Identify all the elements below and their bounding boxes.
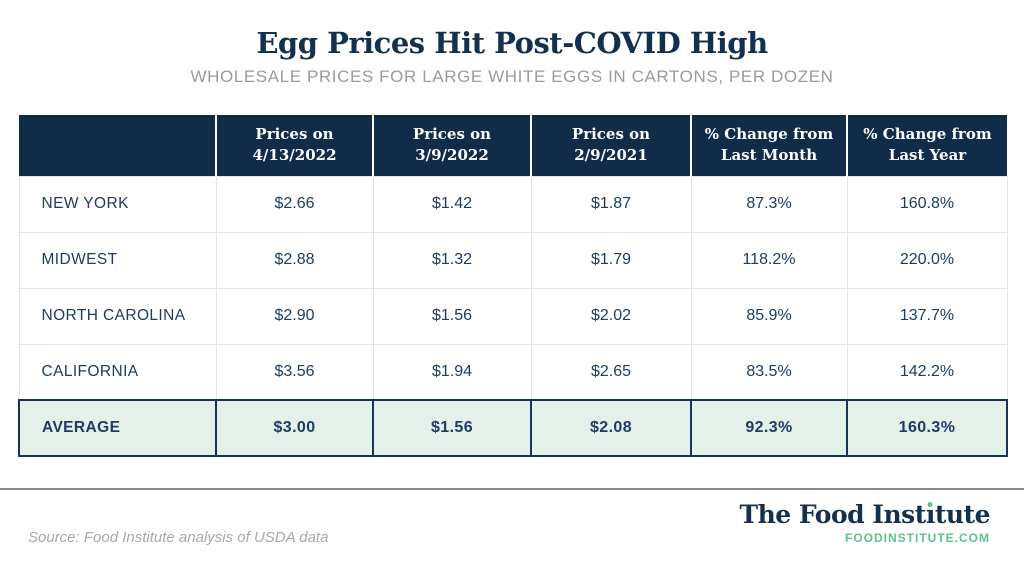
page-subtitle: WHOLESALE PRICES FOR LARGE WHITE EGGS IN…	[190, 67, 834, 86]
price-cell: $2.65	[530, 343, 692, 401]
column-header-prices-1: Prices on 4/13/2022	[215, 115, 373, 176]
table-row: NEW YORK $2.66 $1.42 $1.87 87.3% 160.8%	[18, 175, 1008, 233]
change-cell: 92.3%	[690, 399, 848, 457]
price-cell: $1.79	[530, 231, 692, 289]
price-cell: $1.56	[372, 399, 532, 457]
row-label: MIDWEST	[18, 231, 217, 289]
change-cell: 142.2%	[846, 343, 1008, 401]
change-cell: 220.0%	[846, 231, 1008, 289]
page-title: Egg Prices Hit Post-COVID High	[256, 26, 768, 60]
row-label: NEW YORK	[18, 175, 217, 233]
brand-name-dotted-i: ı	[925, 500, 936, 529]
price-cell: $2.66	[215, 175, 374, 233]
change-cell: 118.2%	[690, 231, 848, 289]
price-cell: $1.42	[372, 175, 532, 233]
column-header-region	[19, 115, 216, 176]
row-label: NORTH CAROLINA	[18, 287, 217, 345]
price-cell: $1.32	[372, 231, 532, 289]
change-cell: 83.5%	[690, 343, 848, 401]
column-header-change-month: % Change from Last Month	[690, 115, 847, 176]
table-row-average: AVERAGE $3.00 $1.56 $2.08 92.3% 160.3%	[18, 399, 1008, 457]
price-cell: $3.56	[215, 343, 374, 401]
brand-logo: The Food Instıtute FOODINSTITUTE.COM	[740, 501, 991, 545]
price-cell: $2.90	[215, 287, 374, 345]
table-row: MIDWEST $2.88 $1.32 $1.79 118.2% 220.0%	[18, 231, 1008, 289]
change-cell: 137.7%	[846, 287, 1008, 345]
change-cell: 160.8%	[846, 175, 1008, 233]
price-cell: $2.08	[530, 399, 692, 457]
change-cell: 87.3%	[690, 175, 848, 233]
source-note: Source: Food Institute analysis of USDA …	[28, 529, 329, 546]
price-cell: $3.00	[215, 399, 374, 457]
brand-name: The Food Instıtute	[739, 500, 991, 529]
price-cell: $2.02	[530, 287, 692, 345]
brand-url: FOODINSTITUTE.COM	[845, 530, 990, 545]
row-label: CALIFORNIA	[18, 343, 217, 401]
change-cell: 160.3%	[846, 399, 1008, 457]
egg-prices-table: Prices on 4/13/2022 Prices on 3/9/2022 P…	[18, 115, 1008, 457]
header-row: Prices on 4/13/2022 Prices on 3/9/2022 P…	[19, 115, 1007, 176]
column-header-change-year: % Change from Last Year	[846, 115, 1007, 176]
change-cell: 85.9%	[690, 287, 848, 345]
column-header-prices-2: Prices on 3/9/2022	[372, 115, 531, 176]
table-row: NORTH CAROLINA $2.90 $1.56 $2.02 85.9% 1…	[18, 287, 1008, 345]
price-cell: $1.87	[530, 175, 692, 233]
footer-divider	[0, 488, 1024, 490]
column-header-prices-3: Prices on 2/9/2021	[530, 115, 691, 176]
price-cell: $2.88	[215, 231, 374, 289]
table-row: CALIFORNIA $3.56 $1.94 $2.65 83.5% 142.2…	[18, 343, 1008, 401]
price-cell: $1.56	[372, 287, 532, 345]
row-label: AVERAGE	[18, 399, 217, 457]
price-cell: $1.94	[372, 343, 532, 401]
